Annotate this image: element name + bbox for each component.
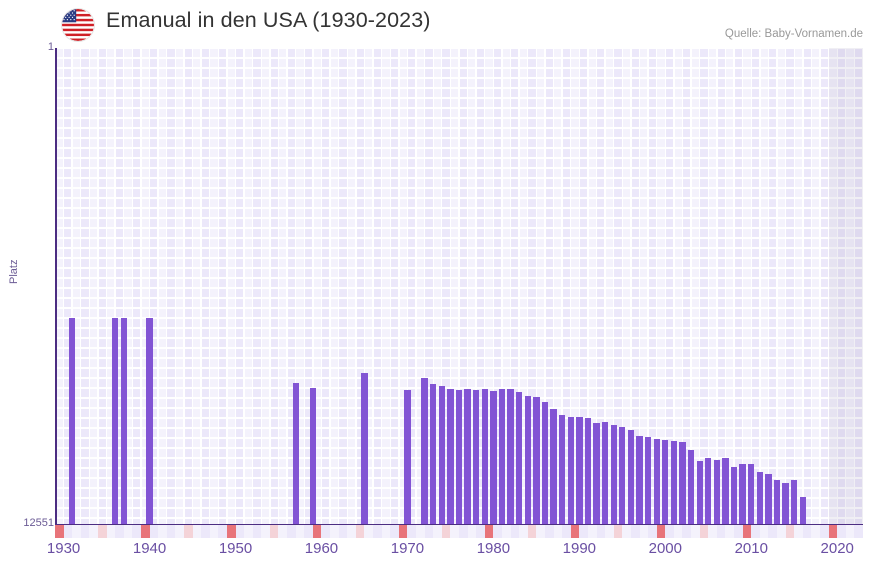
bar [404,389,411,524]
bar [515,391,523,524]
chart-title: Emanual in den USA (1930-2023) [106,8,431,32]
y-axis-title: Platz [8,259,20,284]
bar [687,450,695,524]
bar [507,388,514,524]
bar [653,438,660,524]
bar [498,389,506,524]
bar [799,497,806,524]
decade-tick-strip [55,525,863,538]
bar [730,467,738,524]
bar [438,386,445,524]
x-axis-tick-label: 1950 [218,540,253,557]
bar [69,317,76,524]
bar [309,387,317,524]
bar [756,471,764,524]
bar [576,416,583,524]
bar [584,418,592,524]
bar [670,440,678,524]
y-axis-tick-bottom: 12551 [23,517,54,529]
bar [713,459,721,524]
bar [722,458,729,524]
bar [473,390,480,524]
bar [361,373,368,524]
x-axis-tick-label: 2020 [820,540,854,557]
bar [111,317,119,524]
bar [464,388,471,524]
bar [696,461,703,524]
bar [705,458,712,524]
bar [773,479,781,524]
bar [644,436,652,524]
bar [679,442,686,524]
grid-lines [55,48,863,524]
bar [524,395,531,524]
x-axis-tick-label: 1940 [132,540,167,557]
bar [662,439,669,524]
bar [146,317,153,524]
x-axis-tick-label: 1980 [476,540,511,557]
bar [120,317,127,524]
bar [541,402,549,524]
y-axis-line [55,48,57,524]
bar [739,463,746,524]
bar [627,429,635,524]
x-axis-tick-label: 1990 [562,540,597,557]
bar [481,388,488,524]
bar [430,384,437,524]
source-credit: Quelle: Baby-Vornamen.de [724,28,863,40]
bar [455,390,463,524]
us-flag-icon [62,9,94,41]
chart-header: Emanual in den USA (1930-2023) Quelle: B… [0,0,873,48]
bar [558,414,566,524]
bar [533,396,540,524]
x-axis-tick-labels: 1930 1940 1950 1960 1970 1980 1990 2000 2010 2020 [0,540,873,564]
x-axis-tick-label: 2010 [734,540,768,557]
bar [791,479,798,524]
bar [601,422,609,524]
bar [490,390,497,524]
bar [748,464,755,524]
bar [447,389,454,524]
bar [421,377,428,524]
no-data-band [828,48,863,524]
x-axis-tick-label: 1960 [304,540,339,557]
bar [782,483,789,524]
plot-area [55,48,863,524]
x-axis-tick-label: 2000 [648,540,682,557]
bar [593,422,600,524]
bar [619,426,626,524]
bar [636,435,643,524]
bar [550,408,557,524]
bar [567,417,574,524]
y-axis-tick-top: 1 [47,41,54,53]
bar [610,424,617,524]
x-axis-line [55,523,863,525]
bar-series [55,48,863,524]
bar [292,382,299,524]
bar [765,473,772,524]
x-axis-tick-label: 1930 [46,540,81,557]
x-axis-tick-label: 1970 [390,540,425,557]
